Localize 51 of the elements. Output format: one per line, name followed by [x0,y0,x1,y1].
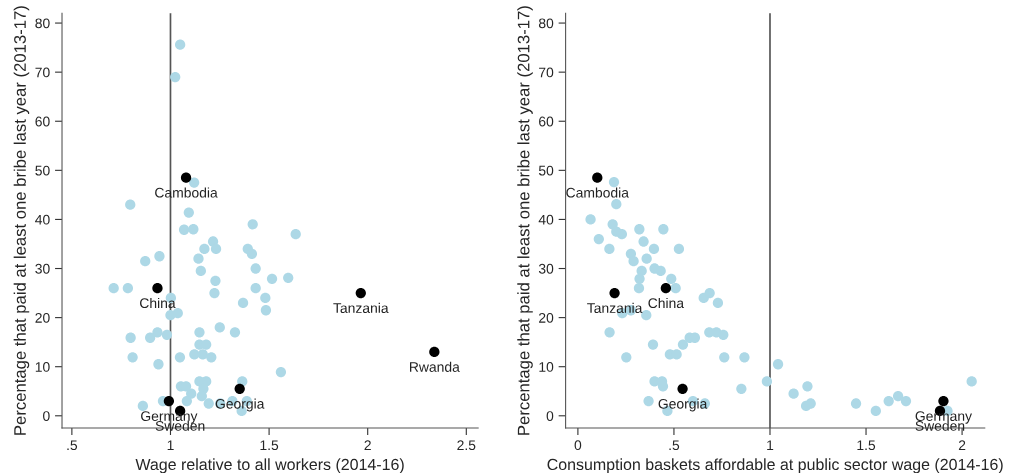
annotation: Tanzania [333,302,389,313]
annotation: Rwanda [410,361,460,372]
x-tick-label: 1 [167,440,174,450]
annotation: Cambodia [566,187,629,198]
point [152,283,163,294]
x-axis-title: Wage relative to all workers (2014-16) [135,458,404,473]
y-tick-label: 0 [546,411,554,421]
y-tick-label: 10 [539,362,554,372]
annotation: China [648,297,685,309]
y-tick-label: 70 [35,67,50,78]
y-tick-label: 30 [538,263,554,274]
annotation: Georgia [658,398,708,412]
y-tick-label: 80 [538,18,554,29]
x-tick-label: .5 [669,440,680,451]
point [938,395,949,407]
x-tick-label: 2 [364,440,371,450]
point [677,383,688,394]
y-tick-label: 20 [35,312,50,323]
y-tick-label: 20 [539,312,554,323]
y-tick-label: 50 [538,165,554,176]
x-tick-label: 1 [767,440,774,450]
x-tick-label: 2 [958,440,966,450]
point [609,287,620,299]
x-tick-label: 1.5 [857,440,876,451]
y-tick-label: 70 [539,67,554,78]
point [355,287,366,299]
point [163,395,175,407]
y-tick-label: 80 [35,18,50,29]
y-tick-label: 60 [539,116,554,127]
annotation: Tanzania [587,302,643,313]
annotation: China [140,297,176,309]
y-tick-label: 0 [43,411,50,421]
point [592,172,603,183]
y-axis-title: Percentage that paid at least one bribe last year (2013-17) [517,6,533,435]
y-tick-label: 40 [538,214,554,225]
y-tick-label: 10 [35,362,50,372]
point [429,346,440,358]
y-tick-label: 50 [35,165,50,176]
x-axis-title: Consumption baskets affordable at public sector wage (2014-16) [547,458,1003,473]
annotation: Georgia [215,398,265,412]
point [660,283,672,294]
point [180,172,192,183]
x-tick-label: .5 [67,440,78,451]
x-tick-label: 2.5 [457,440,476,451]
y-axis-title: Percentage that paid at least one bribe last year (2013-17) [13,6,30,435]
x-tick-label: 0 [574,440,582,451]
y-tick-label: 60 [35,116,50,127]
y-tick-label: 40 [35,214,50,225]
point [234,383,245,394]
y-tick-label: 30 [35,263,50,274]
x-tick-label: 1.5 [260,440,279,451]
